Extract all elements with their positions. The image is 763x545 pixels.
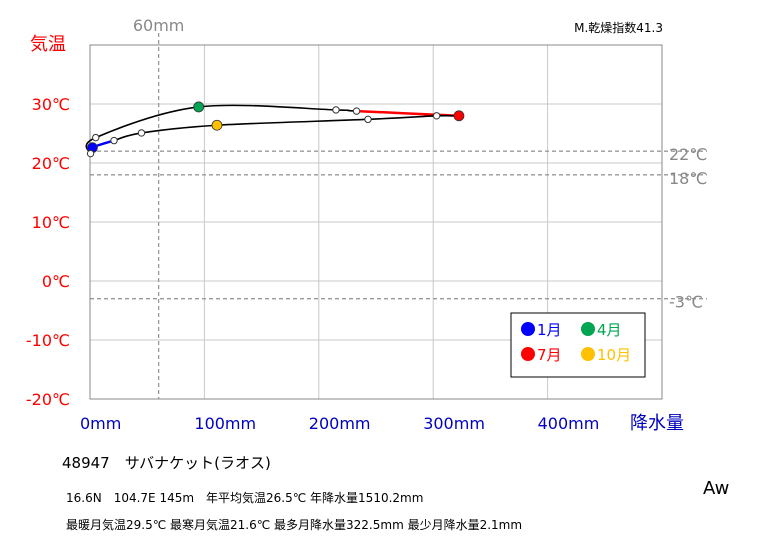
month-point-10 — [211, 119, 223, 131]
reference-lines: 60mm 22℃ 18℃ -3℃ — [90, 16, 707, 399]
month-point-7 — [453, 110, 465, 122]
curve-segment — [141, 124, 218, 134]
dryness-index-label: M.乾燥指数41.3 — [574, 20, 663, 35]
y-tick-label: 20℃ — [32, 154, 70, 173]
legend-label-4: 4月 — [597, 321, 622, 339]
reference-label-temp: 18℃ — [669, 169, 707, 188]
month-point-3 — [92, 133, 100, 142]
monthly-points — [86, 101, 465, 158]
month-point-11 — [137, 129, 146, 137]
legend-box — [510, 312, 646, 378]
legend-marker-4 — [581, 322, 595, 336]
curve-segment — [335, 109, 357, 112]
station-summary-line1: 16.6N 104.7E 145m 年平均気温26.5℃ 年降水量1510.2m… — [66, 491, 424, 505]
y-axis-title: 気温 — [30, 34, 66, 55]
reference-label-temp: 22℃ — [669, 145, 707, 164]
legend: 1月 4月 7月 10月 — [510, 312, 646, 378]
month-point-6 — [352, 107, 361, 115]
legend-label-10: 10月 — [597, 346, 631, 364]
curve-segment — [113, 132, 142, 142]
plot-frame — [89, 44, 663, 400]
reference-label-temp: -3℃ — [669, 293, 703, 312]
x-tick-label: 100mm — [194, 414, 256, 433]
reference-label-precip: 60mm — [133, 16, 185, 35]
y-tick-label: 0℃ — [42, 272, 70, 291]
x-tick-label: 400mm — [538, 414, 600, 433]
y-tick-label: -20℃ — [26, 390, 70, 409]
x-tick-label: 0mm — [80, 414, 121, 433]
climate-class-label: Aw — [703, 478, 730, 499]
curve-segment — [216, 118, 369, 127]
month-point-9 — [364, 115, 372, 124]
station-name: 48947 サバナケット(ラオス) — [62, 454, 271, 472]
legend-marker-1 — [521, 322, 535, 336]
y-tick-label: 10℃ — [32, 213, 70, 232]
y-tick-label: 30℃ — [32, 95, 70, 114]
x-axis-title: 降水量 — [630, 413, 684, 434]
legend-label-7: 7月 — [537, 346, 562, 364]
legend-marker-10 — [581, 347, 595, 361]
grid-lines — [90, 45, 662, 399]
month-point-2 — [86, 149, 95, 158]
x-tick-label: 200mm — [309, 414, 371, 433]
x-tick-label: 300mm — [423, 414, 485, 433]
curve-segment — [95, 106, 199, 139]
month-point-5 — [332, 106, 340, 114]
tick-labels: -20℃ -10℃ 0℃ 10℃ 20℃ 30℃ 0mm 100mm 200mm 300mm 400… — [26, 95, 599, 433]
month-point-4 — [193, 101, 205, 113]
legend-label-1: 1月 — [537, 321, 562, 339]
legend-marker-7 — [521, 347, 535, 361]
station-summary-line2: 最暖月気温29.5℃ 最寒月気温21.6℃ 最多月降水量322.5mm 最少月降… — [66, 518, 523, 532]
curve-segment — [367, 115, 437, 121]
month-point-12 — [110, 136, 118, 145]
y-tick-label: -10℃ — [26, 331, 70, 350]
curve-segment — [198, 104, 336, 111]
month-point-8 — [432, 112, 441, 120]
